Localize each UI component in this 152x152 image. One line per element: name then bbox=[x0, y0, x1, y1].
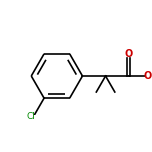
Text: O: O bbox=[143, 71, 152, 81]
Text: O: O bbox=[124, 49, 133, 59]
Text: Cl: Cl bbox=[26, 112, 35, 121]
